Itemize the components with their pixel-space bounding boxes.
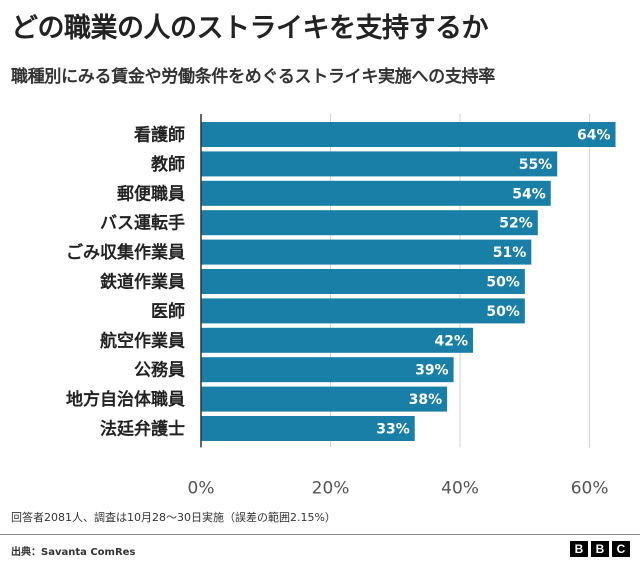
- bar: [201, 210, 538, 236]
- category-label: 看護師: [133, 125, 185, 146]
- category-label: 地方自治体職員: [66, 389, 185, 410]
- bar: [201, 239, 532, 265]
- category-label: 教師: [150, 154, 185, 175]
- category-label: 法廷弁護士: [100, 419, 185, 440]
- category-label: 公務員: [134, 360, 185, 381]
- value-label: 50%: [486, 304, 520, 320]
- bbc-logo-letter-2: B: [591, 541, 609, 557]
- bar: [201, 122, 616, 147]
- value-label: 42%: [435, 333, 469, 349]
- bar: [201, 298, 525, 324]
- bar-chart: 0% 20% 40% 60% 看護師 64% 教師 55% 郵便職員 54% バス運転手 52% ごみ収…: [66, 114, 616, 498]
- survey-note: 回答者2081人、調査は10月28～30日実施（誤差の範囲2.15%）: [11, 511, 336, 524]
- chart-title: どの職業の人のストライキを支持するか: [11, 13, 489, 44]
- value-label: 50%: [486, 275, 520, 291]
- category-label: 医師: [151, 301, 185, 322]
- value-label: 52%: [499, 216, 533, 232]
- bbc-logo-letter-3: C: [612, 541, 630, 557]
- chart-subtitle: 職種別にみる賃金や労働条件をめぐるストライキ実施への支持率: [11, 67, 495, 87]
- bar: [201, 327, 474, 353]
- bar: [201, 357, 454, 383]
- category-label: 郵便職員: [117, 183, 185, 204]
- source-credit: 出典：Savanta ComRes: [11, 547, 136, 558]
- value-label: 55%: [519, 157, 553, 173]
- category-label: バス運転手: [100, 213, 185, 234]
- category-label: 鉄道作業員: [100, 272, 185, 293]
- bbc-logo: B B C: [570, 541, 630, 557]
- value-label: 54%: [512, 186, 546, 202]
- bbc-logo-letter-1: B: [570, 541, 588, 557]
- value-label: 51%: [493, 245, 527, 261]
- bar: [201, 180, 551, 206]
- value-label: 33%: [376, 422, 410, 438]
- category-label: 航空作業員: [100, 330, 185, 351]
- bar: [201, 416, 415, 441]
- x-tick-label: 0%: [188, 478, 215, 498]
- value-label: 64%: [577, 128, 611, 144]
- x-tick-label: 60%: [571, 478, 609, 498]
- bar: [201, 386, 448, 412]
- category-label: ごみ収集作業員: [66, 242, 185, 263]
- footer-divider: [0, 534, 640, 535]
- value-label: 38%: [409, 392, 443, 408]
- x-tick-label: 40%: [441, 478, 479, 498]
- bar: [201, 269, 525, 294]
- value-label: 39%: [415, 363, 449, 379]
- bar: [201, 151, 558, 177]
- x-tick-label: 20%: [312, 478, 350, 498]
